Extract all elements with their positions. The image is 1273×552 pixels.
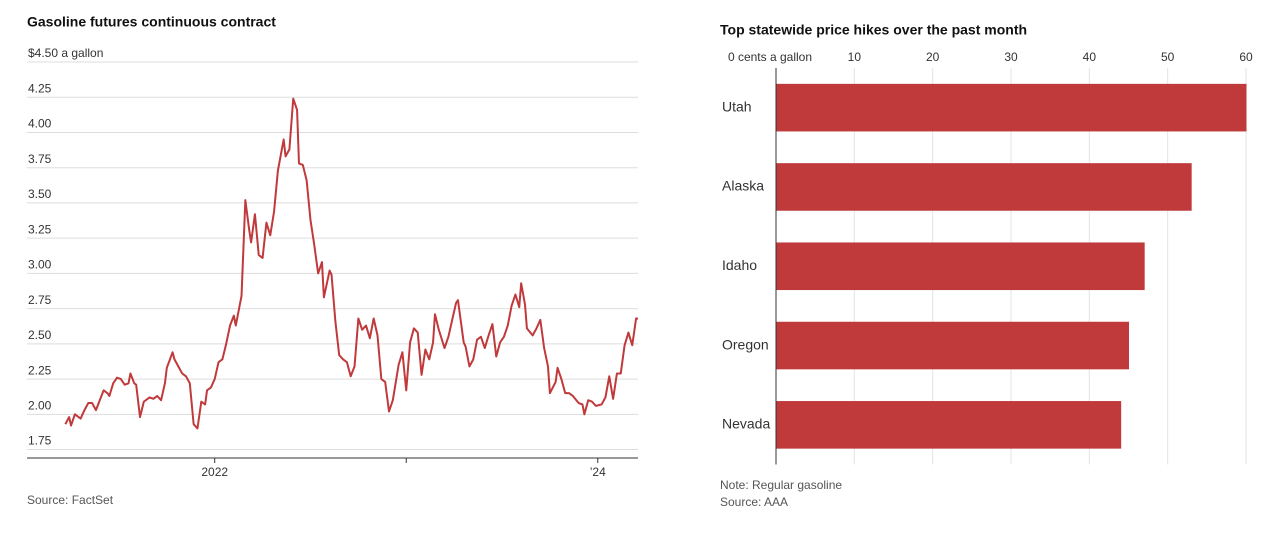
x-tick-label: 40	[1083, 50, 1097, 64]
x-tick-label: 20	[926, 50, 940, 64]
y-tick-label: 3.25	[28, 222, 52, 236]
y-tick-label: 3.50	[28, 187, 52, 201]
y-tick-label: 2.25	[28, 363, 52, 377]
x-tick-label: 10	[848, 50, 862, 64]
y-tick-label: $4.50 a gallon	[28, 46, 103, 60]
y-tick-label: 3.00	[28, 258, 52, 272]
right-note: Note: Regular gasoline	[720, 478, 842, 492]
bar	[776, 242, 1145, 291]
left-source: Source: FactSet	[27, 493, 114, 507]
category-label: Utah	[722, 98, 752, 114]
y-tick-label: 1.75	[28, 434, 52, 448]
y-tick-label: 4.25	[28, 81, 52, 95]
bar	[776, 163, 1192, 211]
bar	[776, 401, 1122, 449]
category-label: Nevada	[722, 416, 770, 432]
x-tick-label: 60	[1239, 50, 1253, 64]
x-tick-label: 30	[1004, 50, 1018, 64]
x-tick-label: 0 cents a gallon	[728, 50, 812, 64]
category-label: Oregon	[722, 336, 769, 352]
y-tick-label: 3.75	[28, 152, 52, 166]
y-tick-label: 2.75	[28, 293, 52, 307]
left-title: Gasoline futures continuous contract	[27, 14, 276, 30]
x-tick-label: ’24	[590, 465, 606, 479]
category-label: Idaho	[722, 257, 757, 273]
price-line	[64, 97, 638, 430]
right-source: Source: AAA	[720, 495, 788, 509]
y-tick-label: 2.50	[28, 328, 52, 342]
bar	[776, 321, 1129, 370]
category-label: Alaska	[722, 178, 764, 194]
bar	[776, 83, 1247, 132]
right-title: Top statewide price hikes over the past …	[720, 22, 1027, 38]
x-tick-label: 50	[1161, 50, 1175, 64]
y-tick-label: 2.00	[28, 398, 52, 412]
y-tick-label: 4.00	[28, 117, 52, 131]
x-tick-label: 2022	[201, 465, 228, 479]
